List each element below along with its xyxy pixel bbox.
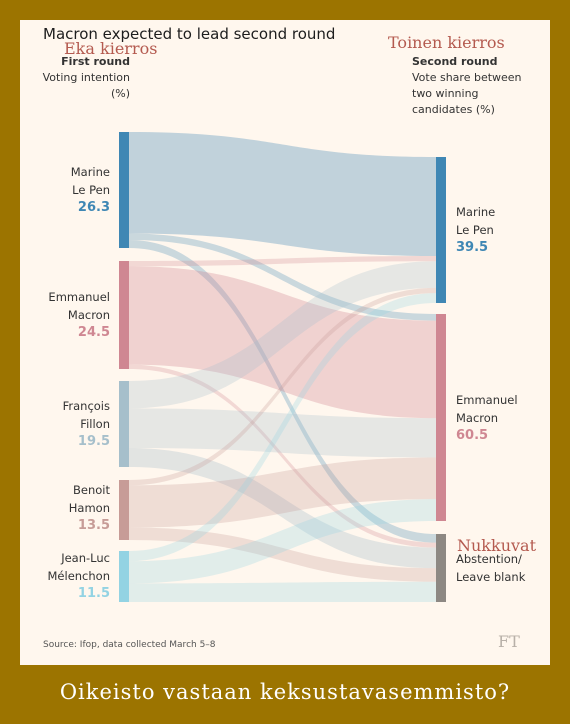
chart-title: Macron expected to lead second round <box>43 25 336 43</box>
second-round-header: Second round Vote share between two winn… <box>412 54 542 118</box>
flow-fillon-to-abstention <box>129 448 436 569</box>
flow-melenchon-to-abstention <box>129 581 436 602</box>
first-round-finnish-overlay: Eka kierros <box>64 39 158 58</box>
flow-fillon-to-macron <box>129 408 436 458</box>
source-note: Source: Ifop, data collected March 5–8 <box>43 640 216 650</box>
first-round-subtitle: Voting intention (%) <box>42 71 130 100</box>
right-label-macron: Emmanuel Macron 60.5 <box>456 391 546 445</box>
right-value-le-pen: 39.5 <box>456 240 489 255</box>
left-value-le-pen: 26.3 <box>77 200 110 215</box>
left-node-melenchon <box>119 551 129 602</box>
right-node-le-pen <box>436 157 446 303</box>
flow-le-pen-to-abstention <box>129 240 436 543</box>
second-round-finnish-overlay: Toinen kierros <box>388 33 505 52</box>
right-label-le-pen: Marine Le Pen 39.5 <box>456 203 546 257</box>
flow-macron-to-abstention <box>129 364 436 548</box>
left-value-hamon: 13.5 <box>77 518 110 533</box>
flow-melenchon-to-le-pen <box>129 293 436 562</box>
flow-hamon-to-abstention <box>129 527 436 582</box>
left-node-hamon <box>119 480 129 540</box>
right-node-macron <box>436 314 446 521</box>
left-node-fillon <box>119 381 129 467</box>
flow-ribbons <box>129 132 436 602</box>
caption: Oikeisto vastaan keksustavasemmisto? <box>59 680 511 704</box>
right-value-macron: 60.5 <box>456 428 489 443</box>
left-label-fillon: François Fillon 19.5 <box>20 397 110 451</box>
left-label-melenchon: Jean-Luc Mélenchon 11.5 <box>20 549 111 603</box>
flow-hamon-to-macron <box>129 457 436 528</box>
left-node-macron <box>119 261 129 369</box>
flow-melenchon-to-macron <box>129 499 436 584</box>
ft-logo: FT <box>498 632 520 651</box>
flow-fillon-to-le-pen <box>129 261 436 409</box>
chart-panel: Macron expected to lead second round Eka… <box>20 20 550 665</box>
flow-le-pen-to-macron <box>129 233 436 321</box>
flow-macron-to-le-pen <box>129 256 436 267</box>
sankey-chart <box>119 132 446 602</box>
second-round-subtitle: Vote share between two winning candidate… <box>412 71 522 116</box>
second-round-title: Second round <box>412 55 498 68</box>
left-label-le-pen: Marine Le Pen 26.3 <box>20 163 110 217</box>
left-label-macron: Emmanuel Macron 24.5 <box>20 288 110 342</box>
abstention-finnish-overlay: Nukkuvat <box>457 536 537 555</box>
first-round-header: First round Voting intention (%) <box>40 54 130 102</box>
left-value-fillon: 19.5 <box>77 434 110 449</box>
left-node-le-pen <box>119 132 129 248</box>
left-value-macron: 24.5 <box>77 325 110 340</box>
right-label-abstention: Abstention/ Leave blank <box>456 552 526 584</box>
left-label-hamon: Benoit Hamon 13.5 <box>20 481 110 535</box>
flow-le-pen-to-le-pen <box>129 132 436 257</box>
first-round-title: First round <box>61 55 130 68</box>
flow-hamon-to-le-pen <box>129 287 436 486</box>
flow-macron-to-macron <box>129 266 436 419</box>
left-value-melenchon: 11.5 <box>77 586 110 601</box>
right-node-abstention <box>436 534 446 602</box>
